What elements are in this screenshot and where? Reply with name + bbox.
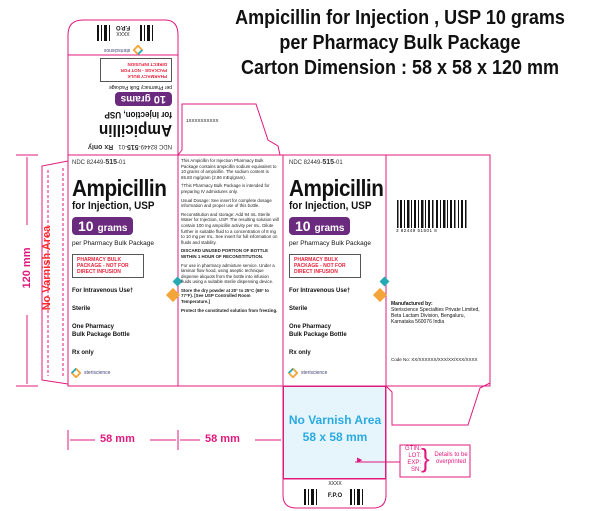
side-paragraph: For use in pharmacy admixture service. U… xyxy=(181,262,275,285)
dose-badge: 10 grams xyxy=(72,217,134,235)
brand-logo: steriscience xyxy=(287,367,385,379)
height-dimension: 120 mm xyxy=(21,247,33,289)
top-flap: NDC 82449-515-01 Rx only Ampicillin for … xyxy=(68,20,178,155)
flap-dose: 10 grams xyxy=(114,92,172,106)
drug-form: for Injection, USP xyxy=(72,200,155,212)
route-text: For Intravenous Use† xyxy=(289,288,351,294)
sterile-text: Sterile xyxy=(72,306,91,312)
flap-drug-name: Ampicillin xyxy=(98,121,172,140)
flap-code: XXXX xyxy=(116,30,130,36)
front-panel-2: NDC 82449-515-01 Ampicillin for Injectio… xyxy=(287,159,385,379)
title-line-1: Ampicillin for Injection , USP 10 grams xyxy=(235,7,565,29)
page-title: Ampicillin for Injection , USP 10 grams … xyxy=(220,6,580,81)
svg-text:▶: ▶ xyxy=(357,457,363,464)
brand-logo: steriscience xyxy=(70,367,176,379)
side-paragraph: Protect the constituted solution from fr… xyxy=(181,307,278,313)
dose-badge: 10 grams xyxy=(289,217,351,235)
bottom-no-varnish-area: No Varnish Area 58 x 58 mm xyxy=(288,413,382,444)
overprint-note: Details to be overprinted xyxy=(434,452,468,465)
bottom-fpo: F.P.O xyxy=(322,493,348,499)
flap-warning: PHARMACY BULK PACKAGE - NOT FOR DIRECT I… xyxy=(100,58,172,82)
side-flap-code: 1XXXXXXXXXX xyxy=(186,118,219,123)
side-paragraph: DISCARD UNUSED PORTION OF BOTTLE WITHIN … xyxy=(181,248,269,259)
brace-icon: } xyxy=(421,443,430,473)
ndc-number: NDC 82449-515-01 xyxy=(289,159,343,166)
flap-ndc: NDC 82449-515-01 Rx only xyxy=(87,143,172,150)
side-paragraph: Store the dry powder at 20° to 25°C (68°… xyxy=(181,287,269,305)
front-panel-1: NDC 82449-515-01 Ampicillin for Injectio… xyxy=(70,159,176,379)
side-paragraph: Usual Dosage: See insert for complete do… xyxy=(181,197,272,209)
flap-brand-logo: steriscience xyxy=(74,44,172,56)
side-paragraph: †This Pharmacy Bulk Package is intended … xyxy=(181,183,270,194)
ndc-number: NDC 82449-515-01 xyxy=(72,159,126,166)
side-paragraph: This Ampicillin for Injection Pharmacy B… xyxy=(181,158,277,180)
route-text: For Intravenous Use† xyxy=(72,288,134,294)
flap-fpo: F.P.O xyxy=(112,24,134,30)
width-dimension-1: 58 mm xyxy=(100,433,135,445)
package-text: per Pharmacy Bulk Package xyxy=(72,240,155,247)
code-number: Code No: XX/XXXXXX/XXX/XX/XXX/XXXX xyxy=(391,357,478,362)
warning-box: PHARMACY BULK PACKAGE - NOT FOR DIRECT I… xyxy=(72,254,144,278)
rx-only: Rx only xyxy=(72,350,94,356)
drug-form: for Injection, USP xyxy=(289,200,372,212)
bottom-code: XXXX xyxy=(328,481,342,487)
package-text: per Pharmacy Bulk Package xyxy=(289,240,372,247)
contents-text: One Pharmacy Bulk Package Bottle xyxy=(289,324,347,338)
side-paragraph: Reconstitution and storage: Add 94 mL St… xyxy=(181,211,279,245)
flap-form: for Injection, USP xyxy=(104,110,172,120)
side-panel: This Ampicillin for Injection Pharmacy B… xyxy=(181,158,280,316)
drug-name: Ampicillin xyxy=(72,175,167,201)
barcode-digits: 3 82449 51501 8 xyxy=(396,228,438,233)
flap-package: per Pharmacy Bulk Package xyxy=(108,84,172,90)
width-dimension-2: 58 mm xyxy=(205,433,240,445)
manufacturer-info: Manufactured by: Steriscience Specialtie… xyxy=(391,301,480,325)
rx-only: Rx only xyxy=(289,350,311,356)
overprint-fields: GTIN: LOT: EXP: SN: xyxy=(405,446,421,473)
title-line-2: per Pharmacy Bulk Package xyxy=(279,32,521,54)
glue-flap-label: No Varnish Area xyxy=(41,225,53,311)
drug-name: Ampicillin xyxy=(289,175,384,201)
warning-box: PHARMACY BULK PACKAGE - NOT FOR DIRECT I… xyxy=(289,254,361,278)
sterile-text: Sterile xyxy=(289,306,308,312)
title-line-3: Carton Dimension : 58 x 58 x 120 mm xyxy=(240,57,560,79)
contents-text: One Pharmacy Bulk Package Bottle xyxy=(72,324,130,338)
